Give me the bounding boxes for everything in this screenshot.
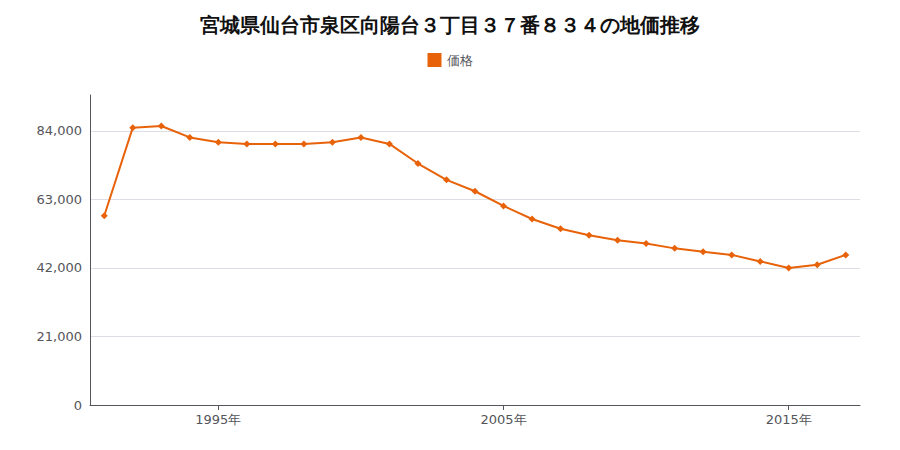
svg-text:2015年: 2015年	[766, 412, 812, 427]
svg-text:2005年: 2005年	[480, 412, 526, 427]
svg-text:84,000: 84,000	[37, 123, 83, 138]
svg-text:0: 0	[74, 398, 82, 413]
svg-text:42,000: 42,000	[37, 260, 83, 275]
svg-text:21,000: 21,000	[37, 329, 83, 344]
svg-text:1995年: 1995年	[195, 412, 241, 427]
svg-text:63,000: 63,000	[37, 192, 83, 207]
svg-text:宮城県仙台市泉区向陽台３丁目３７番８３４の地価推移: 宮城県仙台市泉区向陽台３丁目３７番８３４の地価推移	[200, 13, 700, 37]
svg-text:価格: 価格	[447, 53, 473, 68]
